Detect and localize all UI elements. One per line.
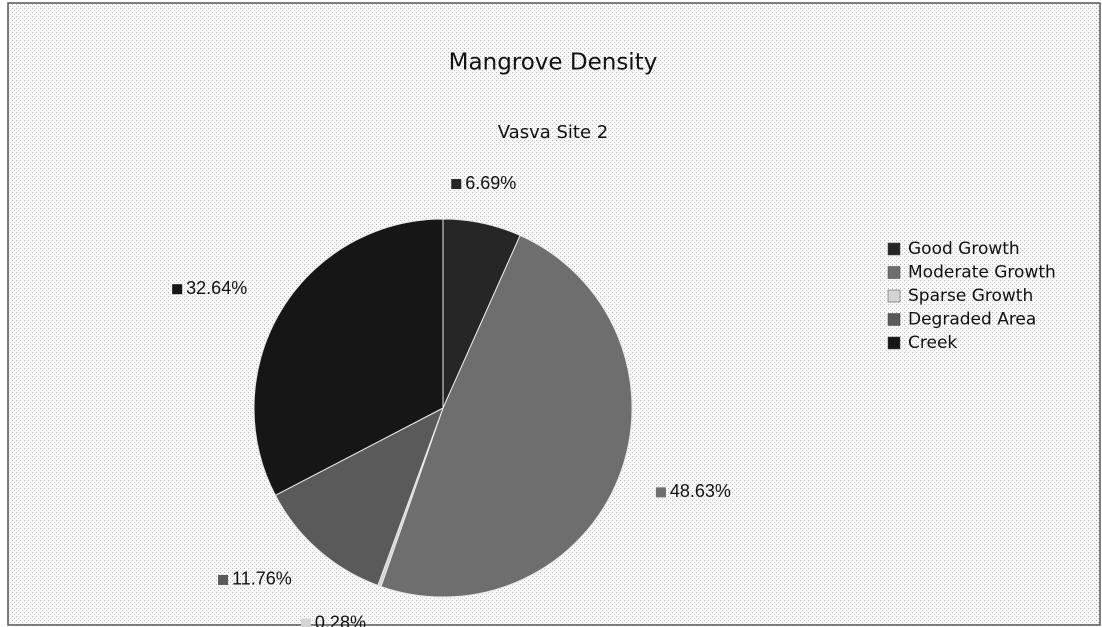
label-key	[218, 574, 229, 585]
label-key	[451, 179, 462, 190]
legend-label: Sparse Growth	[908, 286, 1033, 306]
legend-label: Creek	[908, 333, 957, 353]
pie-slice	[253, 218, 444, 496]
legend-key	[887, 336, 901, 350]
legend-key	[887, 266, 901, 279]
label-key	[300, 618, 311, 627]
legend-label: Good Growth	[908, 239, 1020, 259]
legend-key	[887, 289, 901, 303]
legend-key	[887, 242, 901, 256]
data-label: 0.28%	[315, 612, 366, 627]
legend-label: Moderate Growth	[908, 263, 1056, 283]
data-label: 6.69%	[465, 173, 516, 193]
legend-label: Degraded Area	[908, 310, 1036, 330]
pie-slice	[380, 234, 633, 598]
label-key	[172, 284, 183, 295]
legend-key	[887, 313, 901, 326]
data-label: 48.63%	[670, 481, 731, 501]
pie-slice	[274, 406, 444, 587]
data-label: 32.64%	[186, 278, 247, 298]
label-key	[655, 487, 666, 498]
data-label: 11.76%	[232, 569, 292, 589]
chart-subtitle: Vasva Site 2	[498, 122, 608, 143]
chart-title: Mangrove Density	[449, 50, 658, 76]
